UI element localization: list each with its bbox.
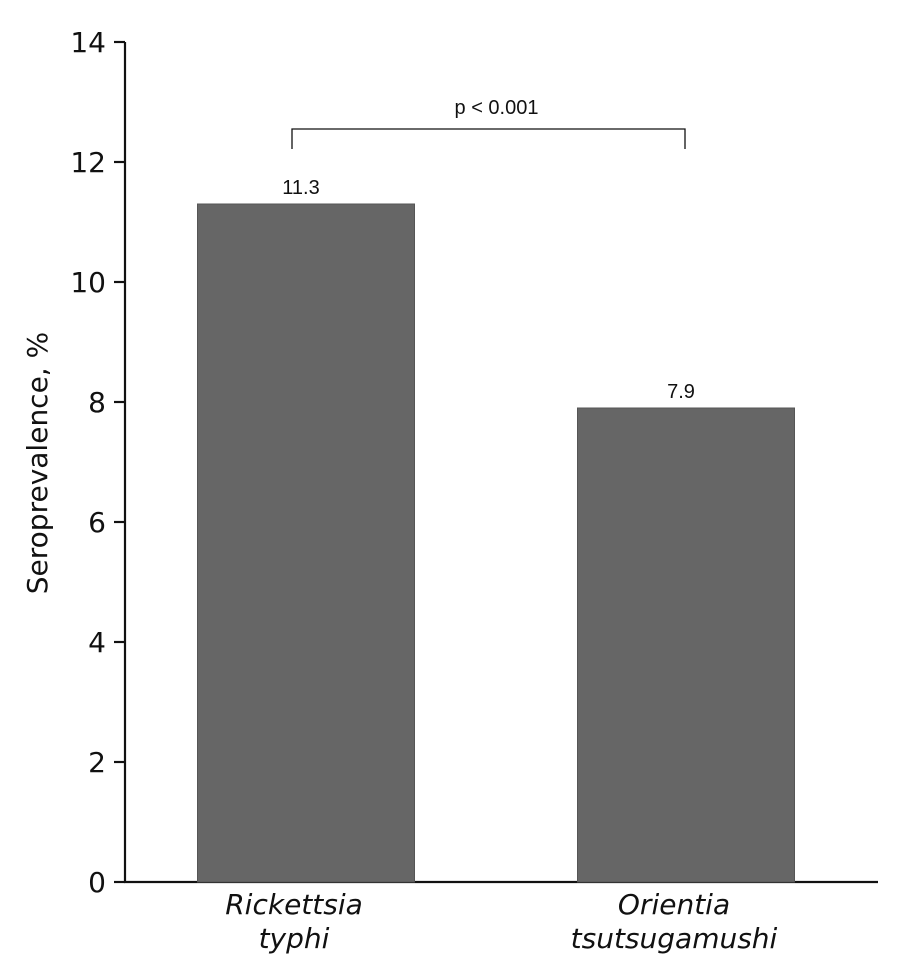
y-tick-label: 14 xyxy=(70,26,106,59)
y-axis-title: Seroprevalence, % xyxy=(21,332,54,594)
y-axis: 0 2 4 6 8 10 12 14 xyxy=(70,26,127,899)
bars xyxy=(197,203,795,883)
y-tick-label: 0 xyxy=(88,866,106,899)
x-category-label: Rickettsia xyxy=(225,888,363,921)
y-tick-label: 2 xyxy=(88,746,106,779)
x-category-label: typhi xyxy=(259,922,330,955)
y-tick-label: 8 xyxy=(88,386,106,419)
bar-value-label: 7.9 xyxy=(667,381,695,403)
significance-annotation: p < 0.001 xyxy=(291,97,686,149)
bar-value-label: 11.3 xyxy=(282,177,319,199)
bar xyxy=(197,203,415,883)
y-tick-label: 6 xyxy=(88,506,106,539)
data-labels: 11.3 7.9 xyxy=(282,177,695,403)
x-category-label: tsutsugamushi xyxy=(571,922,778,955)
y-tick-label: 10 xyxy=(70,266,106,299)
x-category-label: Orientia xyxy=(618,888,730,921)
bar xyxy=(577,407,795,883)
y-tick-label: 4 xyxy=(88,626,106,659)
p-value-label: p < 0.001 xyxy=(455,97,539,119)
significance-bracket xyxy=(291,128,686,149)
y-tick-label: 12 xyxy=(70,146,106,179)
